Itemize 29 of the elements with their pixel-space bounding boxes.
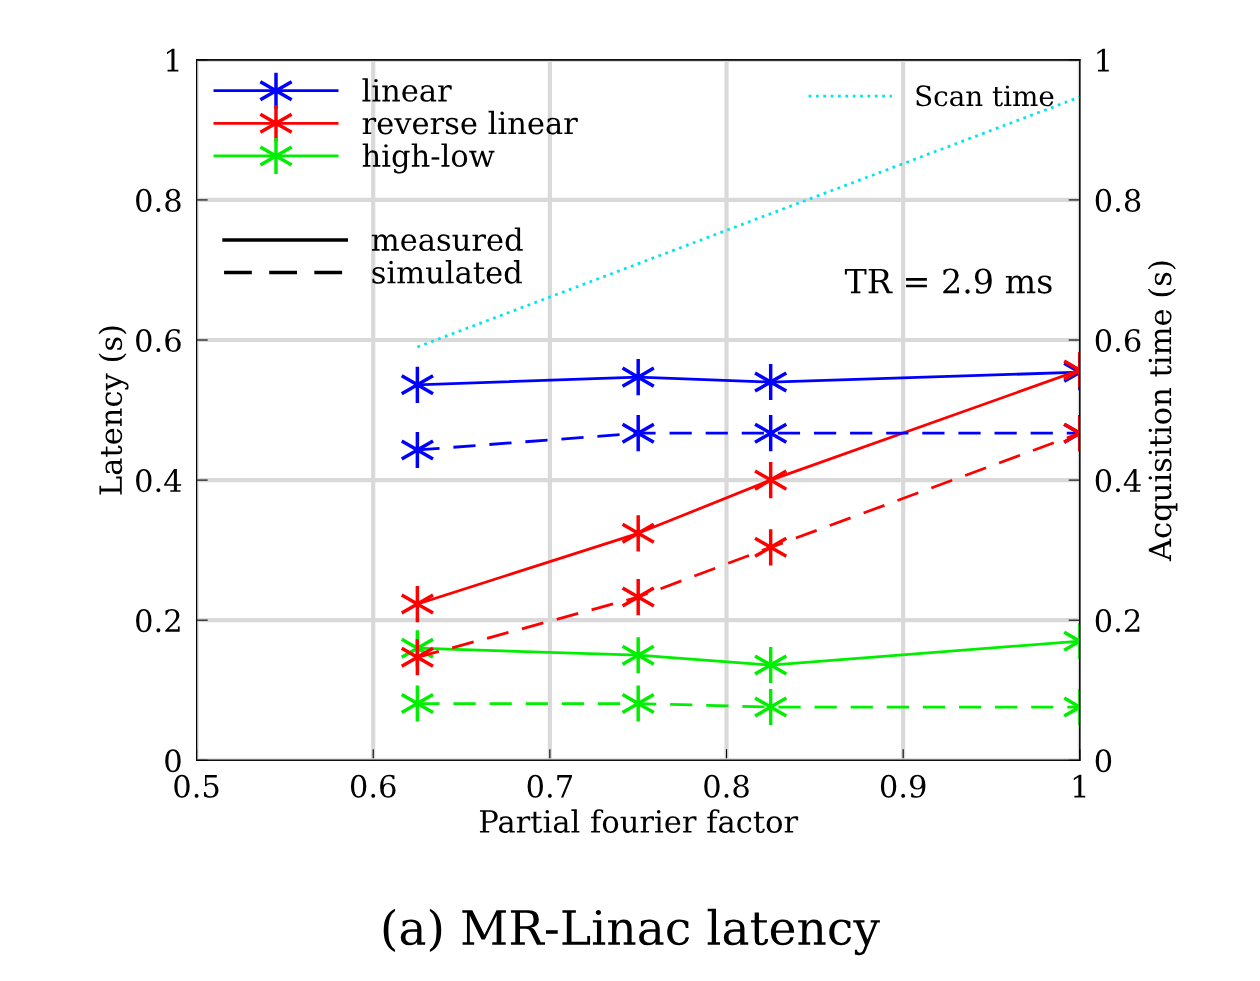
legend-label: high-low xyxy=(362,143,495,174)
x-tick-label: 0.7 xyxy=(527,774,572,798)
y-tick-label: 0 xyxy=(165,749,181,773)
y2-tick-label: 1 xyxy=(1097,48,1109,72)
legend-label: Scan time xyxy=(916,85,1054,107)
legend-label: linear xyxy=(362,78,452,102)
y-tick-label: 0.2 xyxy=(136,609,180,633)
x-tick-label: 1 xyxy=(1073,774,1086,798)
y-tick-label: 0.8 xyxy=(136,188,181,212)
y2-tick-label: 0 xyxy=(1095,749,1112,773)
annotation: simulated xyxy=(372,260,522,284)
annotation: TR = 2.9 ms xyxy=(844,268,1052,294)
y2-axis-title: Acquisition time (s) xyxy=(1147,261,1178,562)
x-tick-label: 0.5 xyxy=(174,774,219,798)
legend-label: reverse linear xyxy=(362,110,578,135)
annotation: measured xyxy=(371,227,523,252)
text: (a) MR-Linac latency xyxy=(383,908,880,956)
x-tick-label: 0.6 xyxy=(350,774,396,798)
y-axis-title: Latency (s) xyxy=(98,326,129,495)
y-tick-label: 1 xyxy=(166,48,179,72)
y-tick-label: 0.4 xyxy=(136,469,182,493)
x-tick-label: 0.9 xyxy=(880,774,926,798)
x-tick-label: 0.8 xyxy=(704,774,749,798)
y2-tick-label: 0.8 xyxy=(1095,188,1141,212)
y2-tick-label: 0.6 xyxy=(1095,328,1141,353)
y2-tick-label: 0.4 xyxy=(1095,469,1141,493)
y-tick-label: 0.6 xyxy=(136,328,181,353)
y2-tick-label: 0.2 xyxy=(1095,609,1140,633)
x-axis-title: Partial fourier factor xyxy=(479,809,799,833)
